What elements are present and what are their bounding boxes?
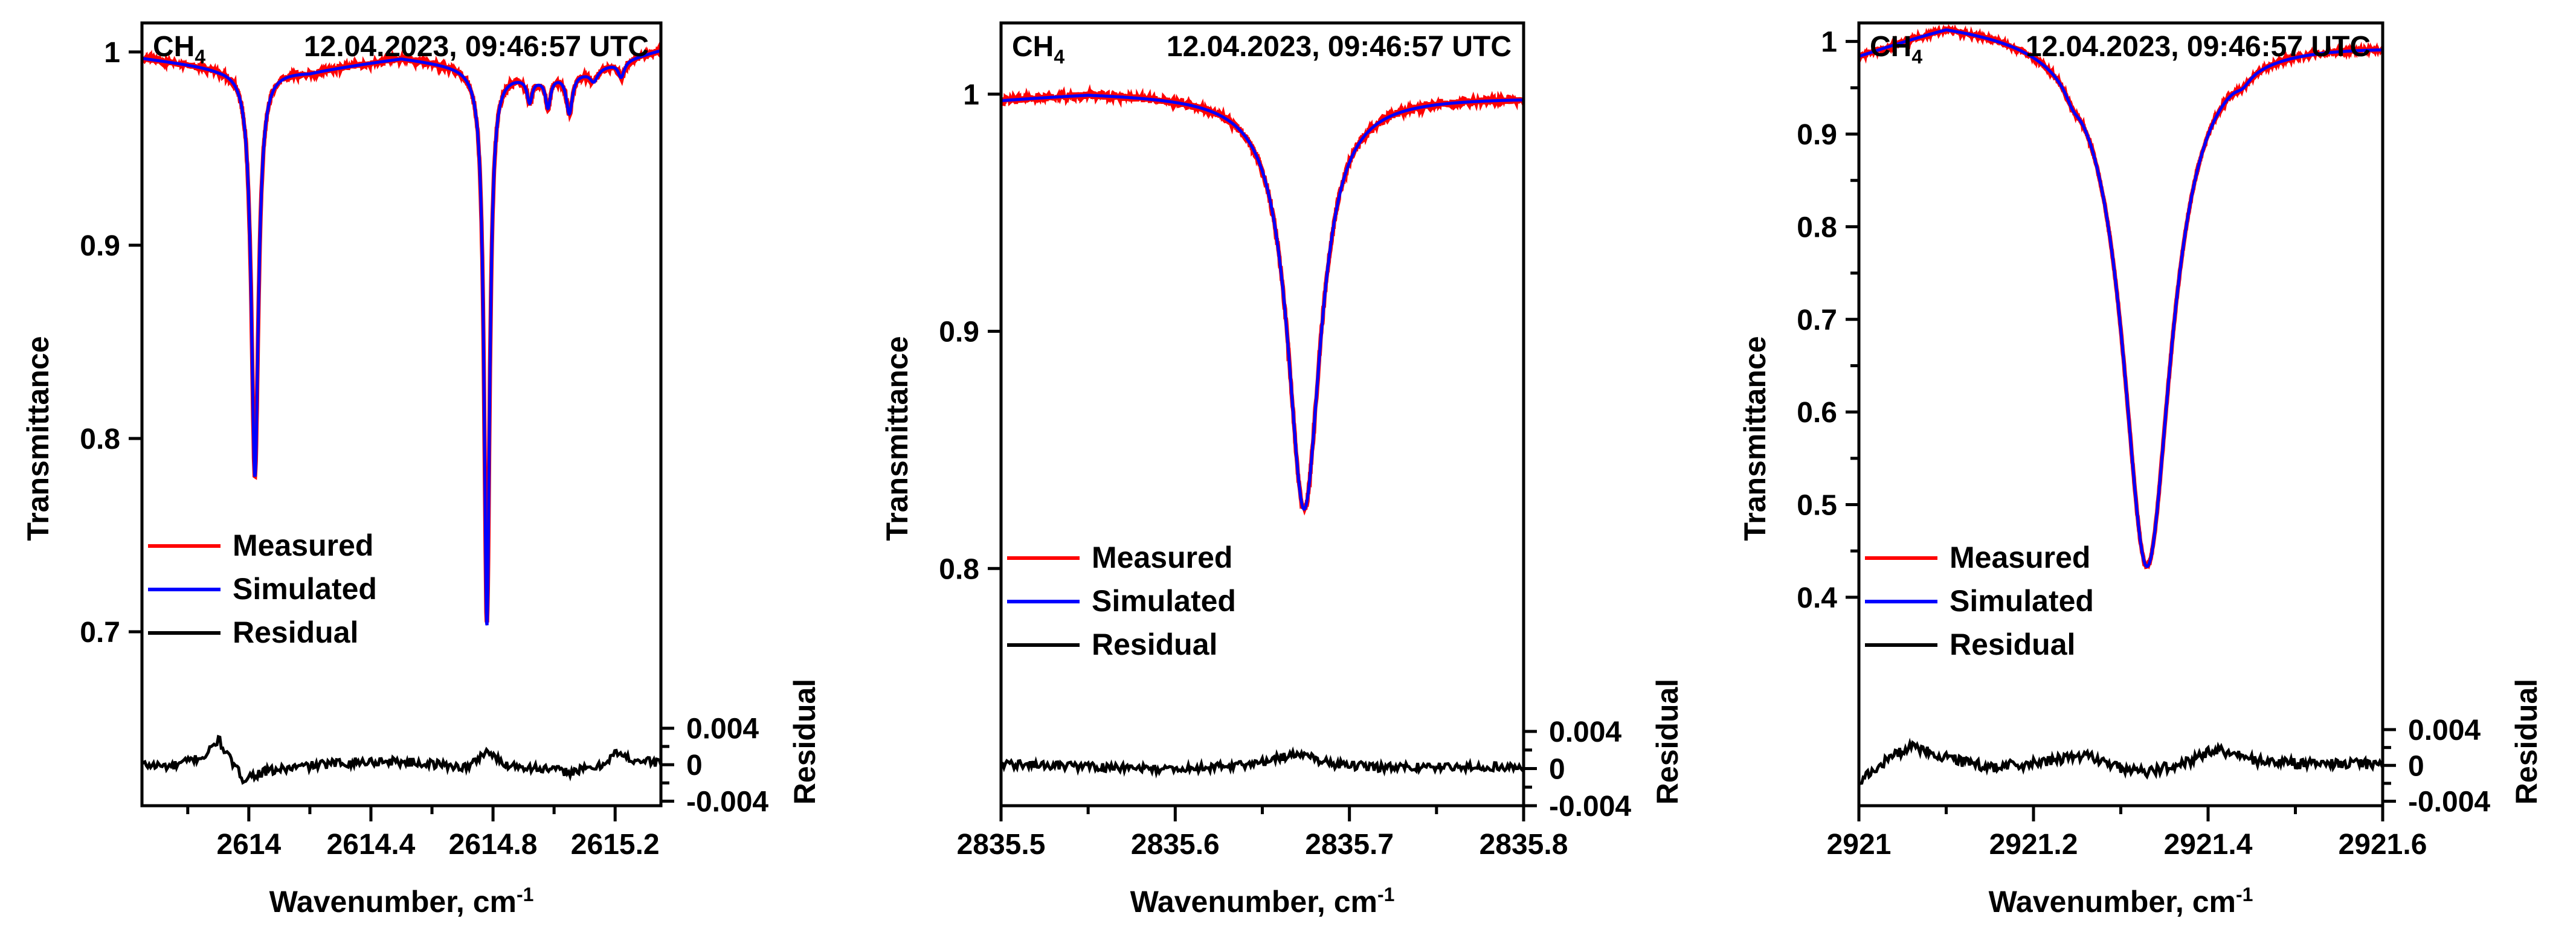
y-tick-label: 0.6: [1797, 397, 1837, 429]
residual-tick-label: 0: [686, 750, 703, 782]
plot-frame: [140, 21, 663, 808]
residual-tick-label: -0.004: [1549, 791, 1631, 823]
legend-label: Residual: [233, 615, 358, 649]
plot-frame: [1857, 21, 2384, 808]
residual-line: [1859, 737, 2383, 785]
legend-label: Residual: [1092, 628, 1217, 661]
legend-label: Measured: [1092, 541, 1232, 574]
measured-spectrum-line: [1001, 84, 1524, 516]
species-label: CH4: [1012, 31, 1064, 68]
legend-label: Residual: [1950, 628, 2075, 661]
x-axis-title: Wavenumber, cm-1: [1130, 884, 1395, 919]
residual-axis-title: Residual: [2510, 679, 2543, 805]
y-tick-label: 0.7: [1797, 304, 1837, 336]
plot-frame: [999, 21, 1525, 808]
simulated-spectrum-line: [142, 49, 661, 626]
y-axis-title: Transmittance: [1738, 336, 1772, 541]
species-label: CH4: [153, 31, 205, 68]
x-tick-label: 2835.5: [957, 829, 1046, 861]
legend-label: Simulated: [233, 572, 377, 606]
x-axis-title: Wavenumber, cm-1: [1989, 884, 2253, 919]
residual-tick-label: 0.004: [2408, 715, 2481, 747]
y-tick-label: 0.9: [939, 316, 979, 348]
y-axis-title: Transmittance: [21, 336, 55, 541]
residual-line: [142, 734, 661, 785]
legend-label: Measured: [233, 528, 373, 562]
residual-tick-label: 0.004: [1549, 716, 1621, 748]
residual-tick-label: 0: [2408, 750, 2424, 782]
y-tick-label: 0.9: [1797, 119, 1837, 151]
x-tick-label: 2614.8: [449, 829, 538, 861]
legend-label: Measured: [1950, 541, 2090, 574]
residual-tick-label: -0.004: [686, 786, 768, 818]
y-tick-label: 1: [963, 79, 979, 111]
y-tick-label: 0.9: [80, 230, 120, 262]
y-tick-label: 1: [104, 37, 120, 69]
x-tick-label: 2615.2: [571, 829, 660, 861]
residual-line: [1001, 746, 1524, 779]
legend-label: Simulated: [1950, 584, 2094, 618]
x-axis-title: Wavenumber, cm-1: [269, 884, 534, 919]
y-tick-label: 0.8: [939, 553, 979, 585]
x-tick-label: 2614: [216, 829, 281, 861]
simulated-spectrum-line: [1859, 28, 2383, 568]
chart-panel-3: 2921 2921.2 2921.4 2921.6 0.4 0.5 0.6 0.7 0.8 0.9…: [1738, 21, 2543, 919]
x-tick-label: 2921: [1827, 829, 1892, 861]
x-tick-label: 2835.8: [1480, 829, 1568, 861]
x-tick-label: 2614.4: [327, 829, 416, 861]
residual-axis-title: Residual: [1650, 679, 1684, 805]
y-tick-label: 1: [1821, 27, 1837, 59]
y-tick-label: 0.8: [1797, 211, 1837, 243]
y-axis-title: Transmittance: [880, 336, 914, 541]
residual-tick-label: 0: [1549, 754, 1565, 786]
chart-panel-1: 2614 2614.4 2614.8 2615.2 0.7 0.8 0.9 1 0.004 0 -0…: [21, 21, 822, 919]
y-tick-label: 0.5: [1797, 490, 1837, 522]
residual-tick-label: 0.004: [686, 713, 759, 745]
x-tick-label: 2835.6: [1131, 829, 1220, 861]
x-tick-label: 2921.4: [2164, 829, 2253, 861]
x-tick-label: 2921.2: [1989, 829, 2078, 861]
chart-panel-2: 2835.5 2835.6 2835.7 2835.8 0.8 0.9 1 0.004 0 -0.…: [880, 21, 1684, 919]
measured-spectrum-line: [142, 41, 661, 623]
timestamp-label: 12.04.2023, 09:46:57 UTC: [304, 31, 649, 63]
y-tick-label: 0.8: [80, 423, 120, 455]
residual-axis-title: Residual: [788, 679, 822, 805]
measured-spectrum-line: [1859, 24, 2383, 570]
legend-label: Simulated: [1092, 584, 1236, 618]
simulated-spectrum-line: [1001, 94, 1524, 511]
timestamp-label: 12.04.2023, 09:46:57 UTC: [2026, 31, 2371, 63]
y-tick-label: 0.7: [80, 617, 120, 649]
x-tick-label: 2835.7: [1305, 829, 1394, 861]
timestamp-label: 12.04.2023, 09:46:57 UTC: [1167, 31, 1512, 63]
x-tick-label: 2921.6: [2339, 829, 2427, 861]
residual-tick-label: -0.004: [2408, 786, 2490, 818]
y-tick-label: 0.4: [1797, 582, 1837, 614]
